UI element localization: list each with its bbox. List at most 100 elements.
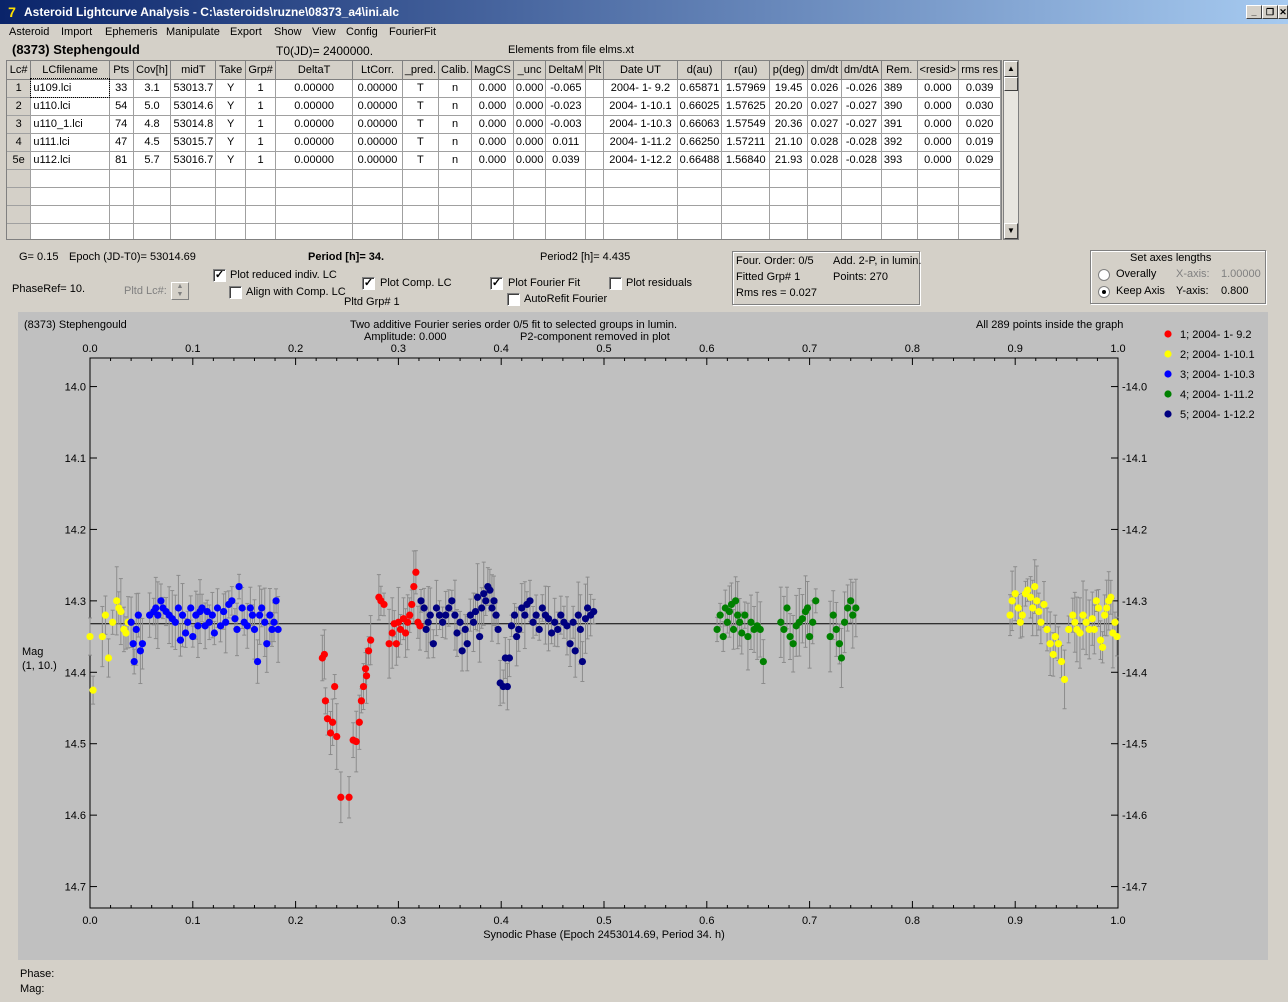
table-cell[interactable]: 0.000 <box>471 151 514 170</box>
table-cell[interactable] <box>881 205 918 224</box>
menu-ephemeris[interactable]: Ephemeris <box>105 26 158 38</box>
data-point[interactable] <box>458 647 466 655</box>
data-point[interactable] <box>482 597 490 605</box>
table-cell[interactable]: T <box>402 133 440 152</box>
table-cell[interactable]: 0.030 <box>958 97 1001 116</box>
data-point[interactable] <box>205 618 213 626</box>
data-point[interactable] <box>529 618 537 626</box>
data-point[interactable] <box>410 582 418 591</box>
data-point[interactable] <box>445 604 453 612</box>
data-point[interactable] <box>478 604 486 612</box>
table-cell[interactable] <box>545 169 587 188</box>
plot-residuals-checkbox[interactable] <box>609 277 622 290</box>
data-point[interactable] <box>101 611 110 619</box>
data-point[interactable] <box>532 611 540 619</box>
table-cell[interactable]: 0.027 <box>807 115 842 134</box>
table-cell[interactable]: 53015.7 <box>170 133 217 152</box>
table-cell[interactable]: 0.039 <box>958 79 1001 98</box>
scroll-down-icon[interactable]: ▼ <box>1004 223 1018 239</box>
table-cell[interactable] <box>958 223 1001 239</box>
data-point[interactable] <box>554 625 562 634</box>
table-cell[interactable]: -0.027 <box>841 115 882 134</box>
data-point[interactable] <box>1101 611 1109 619</box>
table-cell[interactable]: 1.57549 <box>721 115 771 134</box>
data-point[interactable] <box>1082 618 1090 626</box>
data-point[interactable] <box>469 618 478 626</box>
table-cell[interactable]: u111.lci <box>30 133 110 152</box>
column-header[interactable]: MagCS <box>471 61 514 80</box>
table-cell[interactable]: Y <box>215 151 247 170</box>
table-cell[interactable] <box>603 205 678 224</box>
data-point[interactable] <box>759 657 767 666</box>
data-point[interactable] <box>157 597 165 605</box>
data-point[interactable] <box>1057 657 1066 666</box>
table-cell[interactable] <box>769 169 809 188</box>
row-header[interactable]: 5e <box>7 151 32 170</box>
data-point[interactable] <box>840 618 849 626</box>
menu-manipulate[interactable]: Manipulate <box>166 26 220 38</box>
data-point[interactable] <box>1103 604 1111 612</box>
table-cell[interactable] <box>917 169 960 188</box>
table-cell[interactable] <box>275 187 354 206</box>
table-cell[interactable]: 5.7 <box>133 151 172 170</box>
data-point[interactable] <box>435 611 444 619</box>
table-cell[interactable] <box>438 223 473 239</box>
data-point[interactable] <box>1049 650 1057 659</box>
table-cell[interactable] <box>215 187 247 206</box>
table-cell[interactable]: T <box>402 79 440 98</box>
table-cell[interactable]: n <box>438 133 473 152</box>
table-cell[interactable]: 0.026 <box>807 79 842 98</box>
data-point[interactable] <box>98 632 106 641</box>
data-point[interactable] <box>786 632 794 641</box>
table-cell[interactable] <box>438 187 473 206</box>
table-cell[interactable] <box>275 169 354 188</box>
y-axis-value[interactable]: 0.800 <box>1221 285 1249 297</box>
data-point[interactable] <box>258 604 266 612</box>
data-point[interactable] <box>837 654 846 662</box>
autorefit-checkbox[interactable] <box>507 293 520 306</box>
table-cell[interactable]: 0.00000 <box>352 79 403 98</box>
table-cell[interactable] <box>769 205 809 224</box>
data-point[interactable] <box>463 640 471 648</box>
table-cell[interactable]: 0.66250 <box>677 133 723 152</box>
data-point[interactable] <box>578 657 587 666</box>
data-point[interactable] <box>535 625 543 634</box>
data-point[interactable] <box>359 682 368 691</box>
data-point[interactable] <box>736 618 744 626</box>
table-cell[interactable] <box>109 169 134 188</box>
table-cell[interactable]: 1 <box>245 97 277 116</box>
data-point[interactable] <box>231 615 239 623</box>
data-point[interactable] <box>442 611 450 619</box>
table-cell[interactable]: 0.000 <box>917 97 960 116</box>
data-point[interactable] <box>583 604 592 612</box>
table-row[interactable]: 3 u110_1.lci 74 4.8 53014.8 Y 1 0.00000 0.00000 T… <box>7 115 1001 134</box>
column-header[interactable]: DeltaT <box>275 61 354 80</box>
table-cell[interactable]: 4.5 <box>133 133 172 152</box>
data-point[interactable] <box>136 647 144 655</box>
data-point[interactable] <box>734 611 742 619</box>
table-cell[interactable] <box>30 223 110 239</box>
data-point[interactable] <box>187 604 195 612</box>
menu-import[interactable]: Import <box>61 26 93 38</box>
table-cell[interactable]: n <box>438 79 473 98</box>
menu-show[interactable]: Show <box>274 26 302 38</box>
data-point[interactable] <box>417 597 425 605</box>
table-cell[interactable] <box>352 223 403 239</box>
table-cell[interactable] <box>513 187 547 206</box>
data-point[interactable] <box>129 640 137 648</box>
data-point[interactable] <box>576 625 584 634</box>
data-point[interactable] <box>473 593 482 601</box>
data-point[interactable] <box>198 604 206 612</box>
data-point[interactable] <box>270 618 278 626</box>
table-cell[interactable]: 0.00000 <box>352 115 403 134</box>
table-cell[interactable] <box>585 133 605 152</box>
table-cell[interactable]: u109.lci <box>29 78 111 98</box>
table-cell[interactable]: Y <box>215 115 247 134</box>
table-cell[interactable]: 19.45 <box>769 79 809 98</box>
data-point[interactable] <box>154 611 162 619</box>
data-point[interactable] <box>1111 618 1119 626</box>
table-row[interactable] <box>7 205 1001 224</box>
data-point[interactable] <box>1096 636 1105 644</box>
table-cell[interactable] <box>585 205 605 224</box>
